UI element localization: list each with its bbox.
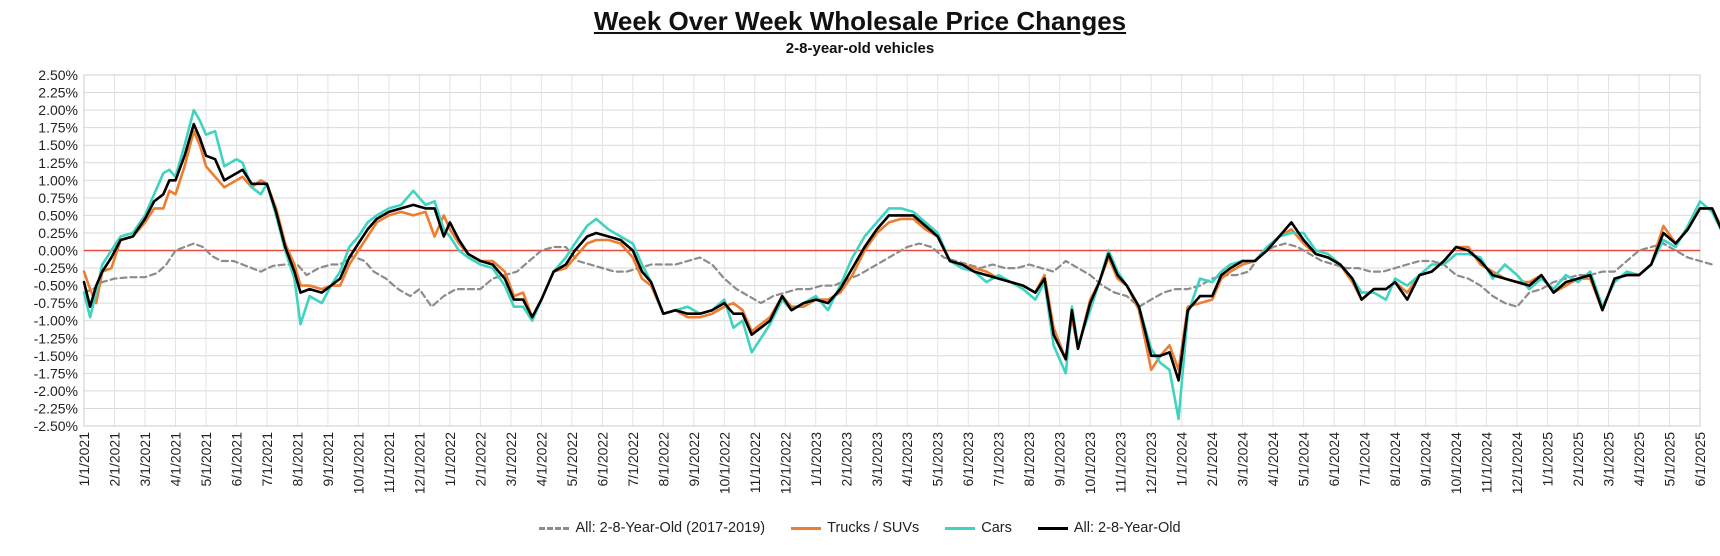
x-tick-label: 5/1/2023 (930, 432, 946, 487)
x-tick-label: 8/1/2024 (1387, 432, 1403, 487)
x-tick-label: 11/1/2021 (381, 432, 397, 493)
x-tick-label: 12/1/2022 (777, 432, 793, 494)
x-tick-label: 7/1/2023 (991, 432, 1007, 487)
x-tick-label: 3/1/2024 (1235, 432, 1251, 487)
x-tick-label: 3/1/2022 (503, 432, 519, 487)
y-tick-label: -2.50% (34, 418, 78, 434)
x-tick-label: 9/1/2021 (320, 432, 336, 487)
x-tick-label: 10/1/2022 (716, 432, 732, 494)
x-tick-label: 4/1/2024 (1265, 432, 1281, 487)
x-tick-label: 12/1/2021 (411, 432, 427, 494)
x-tick-label: 10/1/2021 (350, 432, 366, 494)
x-tick-label: 6/1/2023 (960, 432, 976, 487)
x-tick-label: 7/1/2024 (1357, 432, 1373, 487)
y-tick-label: -2.25% (34, 400, 78, 416)
x-tick-label: 3/1/2021 (137, 432, 153, 487)
y-tick-label: -0.50% (34, 278, 78, 294)
chart-subtitle: 2-8-year-old vehicles (785, 40, 935, 57)
x-tick-label: 12/1/2023 (1143, 432, 1159, 494)
x-tick-label: 3/1/2023 (869, 432, 885, 487)
legend-label: All: 2-8-Year-Old (2017-2019) (575, 520, 766, 536)
y-tick-label: -1.00% (34, 313, 78, 329)
x-tick-label: 6/1/2024 (1326, 432, 1342, 487)
y-tick-label: -1.50% (34, 348, 78, 364)
series-line-cars (82, 108, 1720, 421)
x-tick-label: 11/1/2023 (1113, 432, 1129, 493)
y-tick-label: 0.50% (38, 207, 78, 223)
x-tick-label: 1/1/2025 (1540, 432, 1556, 487)
x-tick-label: 4/1/2023 (899, 432, 915, 487)
y-tick-label: -0.75% (34, 295, 78, 311)
y-tick-label: 0.00% (38, 243, 78, 259)
x-tick-label: 2/1/2023 (838, 432, 854, 487)
x-tick-label: 5/1/2025 (1662, 432, 1678, 487)
x-tick-label: 3/1/2025 (1601, 432, 1617, 487)
legend-swatch-all-2-8-year-old (1037, 526, 1068, 530)
series-line-all-2017-2019 (82, 242, 1714, 308)
x-tick-label: 2/1/2021 (106, 432, 122, 487)
x-tick-label: 10/1/2024 (1448, 432, 1464, 494)
x-tick-label: 6/1/2022 (594, 432, 610, 487)
x-tick-label: 5/1/2024 (1296, 432, 1312, 487)
x-tick-label: 9/1/2023 (1052, 432, 1068, 487)
legend-label: All: 2-8-Year-Old (1073, 520, 1181, 536)
x-tick-label: 1/1/2024 (1174, 432, 1190, 487)
x-tick-label: 6/1/2021 (228, 432, 244, 487)
chart-title: Week Over Week Wholesale Price Changes (593, 6, 1127, 36)
x-tick-label: 5/1/2022 (564, 432, 580, 487)
x-tick-label: 9/1/2024 (1418, 432, 1434, 487)
y-tick-label: -0.25% (34, 260, 78, 276)
y-tick-label: -2.00% (34, 383, 78, 399)
x-tick-label: 4/1/2021 (167, 432, 183, 487)
y-tick-label: 1.50% (38, 137, 78, 153)
axes: 2.50% 2.25%2.00% 1.75%1.50% 1.25%1.00% 0.75%… (34, 67, 1708, 494)
x-tick-label: 1/1/2021 (76, 432, 92, 487)
y-tick-label: 1.25% (38, 155, 78, 171)
legend-item-all-2017-2019: All: 2-8-Year-Old (2017-2019) (539, 520, 765, 536)
y-tick-label: 2.25% (38, 85, 78, 101)
legend-swatch-trucks-suvs (791, 526, 822, 530)
legend-item-all-2-8-year-old: All: 2-8-Year-Old (1037, 520, 1181, 536)
x-tick-label: 2/1/2022 (472, 432, 488, 487)
x-tick-label: 8/1/2022 (655, 432, 671, 487)
y-tick-label: -1.25% (34, 330, 78, 346)
y-tick-label: 2.50% (38, 67, 78, 83)
y-tick-label: 1.00% (38, 172, 78, 188)
grid-lines (83, 74, 1701, 427)
legend-label: Trucks / SUVs (827, 520, 920, 536)
x-tick-label: 11/1/2024 (1479, 432, 1495, 493)
x-tick-label: 4/1/2022 (533, 432, 549, 487)
x-tick-label: 8/1/2021 (289, 432, 305, 487)
x-tick-label: 1/1/2023 (808, 432, 824, 487)
y-tick-label: -1.75% (34, 365, 78, 381)
x-tick-label: 7/1/2022 (625, 432, 641, 487)
x-tick-label: 6/1/2025 (1692, 432, 1708, 487)
legend: All: 2-8-Year-Old (2017-2019) Trucks / S… (0, 520, 1720, 536)
y-tick-label: 1.75% (38, 120, 78, 136)
x-tick-label: 2/1/2024 (1204, 432, 1220, 487)
legend-item-trucks-suvs: Trucks / SUVs (791, 520, 919, 536)
legend-item-cars: Cars (945, 520, 1012, 536)
x-tick-label: 5/1/2021 (198, 432, 214, 487)
x-tick-label: 7/1/2021 (259, 432, 275, 487)
y-tick-label: 0.25% (38, 225, 78, 241)
x-tick-label: 2/1/2025 (1570, 432, 1586, 487)
y-tick-label: 0.75% (38, 190, 78, 206)
x-tick-label: 11/1/2022 (747, 432, 763, 493)
legend-label: Cars (981, 520, 1012, 536)
series-lines (82, 108, 1720, 421)
series-line-all-2-8-year-old (82, 122, 1720, 382)
legend-swatch-all-2017-2019 (539, 526, 570, 530)
y-tick-label: 2.00% (38, 102, 78, 118)
x-tick-label: 12/1/2024 (1509, 432, 1525, 494)
x-tick-label: 8/1/2023 (1021, 432, 1037, 487)
x-tick-label: 1/1/2022 (442, 432, 458, 487)
x-tick-label: 9/1/2022 (686, 432, 702, 487)
x-tick-label: 4/1/2025 (1631, 432, 1647, 487)
legend-swatch-cars (945, 526, 976, 530)
x-tick-label: 10/1/2023 (1082, 432, 1098, 494)
